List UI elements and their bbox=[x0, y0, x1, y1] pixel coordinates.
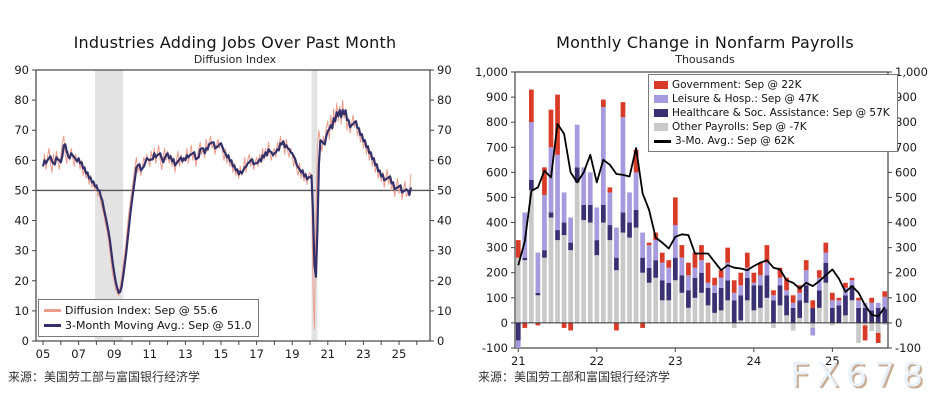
svg-text:60: 60 bbox=[14, 153, 29, 167]
svg-text:0: 0 bbox=[22, 334, 29, 348]
legend-swatch-icon bbox=[654, 139, 671, 143]
svg-text:10: 10 bbox=[14, 304, 29, 318]
svg-text:70: 70 bbox=[14, 123, 29, 137]
svg-text:21: 21 bbox=[511, 354, 526, 368]
svg-text:600: 600 bbox=[895, 165, 917, 179]
svg-text:800: 800 bbox=[486, 115, 508, 129]
svg-text:25: 25 bbox=[392, 347, 407, 361]
svg-text:20: 20 bbox=[14, 274, 29, 288]
svg-text:100: 100 bbox=[895, 291, 917, 305]
payrolls-chart-title: Monthly Change in Nonfarm Payrolls bbox=[556, 33, 854, 52]
svg-text:15: 15 bbox=[214, 347, 229, 361]
legend-swatch-icon bbox=[654, 109, 668, 117]
svg-text:200: 200 bbox=[486, 266, 508, 280]
svg-text:40: 40 bbox=[437, 214, 452, 228]
svg-text:19: 19 bbox=[285, 347, 300, 361]
svg-text:20: 20 bbox=[437, 274, 452, 288]
legend-swatch-icon bbox=[654, 81, 668, 89]
svg-text:300: 300 bbox=[486, 241, 508, 255]
fx678-watermark: FX678 bbox=[790, 355, 930, 394]
svg-text:09: 09 bbox=[107, 347, 122, 361]
legend-item: Leisure & Hosp.: Sep @ 47K bbox=[654, 92, 890, 106]
svg-text:900: 900 bbox=[895, 90, 917, 104]
legend-swatch-icon bbox=[44, 309, 61, 312]
svg-text:23: 23 bbox=[668, 354, 683, 368]
legend-swatch-icon bbox=[654, 123, 668, 131]
svg-text:0: 0 bbox=[895, 316, 902, 330]
diffusion-chart-legend: Diffusion Index: Sep @ 55.6 3-Month Movin… bbox=[38, 299, 260, 337]
svg-text:13: 13 bbox=[178, 347, 193, 361]
svg-text:11: 11 bbox=[142, 347, 157, 361]
legend-swatch-icon bbox=[44, 324, 61, 327]
legend-label: 3-Mo. Avg.: Sep @ 62K bbox=[675, 135, 795, 147]
svg-text:0: 0 bbox=[437, 334, 444, 348]
svg-text:30: 30 bbox=[14, 244, 29, 258]
svg-text:23: 23 bbox=[356, 347, 371, 361]
svg-text:700: 700 bbox=[895, 140, 917, 154]
svg-text:10: 10 bbox=[437, 304, 452, 318]
svg-text:17: 17 bbox=[249, 347, 264, 361]
svg-text:70: 70 bbox=[437, 123, 452, 137]
svg-text:50: 50 bbox=[14, 183, 29, 197]
svg-text:25: 25 bbox=[825, 354, 840, 368]
svg-text:-100: -100 bbox=[482, 341, 508, 355]
payrolls-source-note: 来源：美国劳工部和富国银行经济学 bbox=[478, 370, 671, 384]
svg-text:80: 80 bbox=[14, 93, 29, 107]
legend-label: Other Payrolls: Sep @ -7K bbox=[672, 121, 807, 133]
legend-swatch-icon bbox=[654, 95, 668, 103]
legend-label: 3-Month Moving Avg.: Sep @ 51.0 bbox=[65, 319, 252, 332]
legend-item: 3-Mo. Avg.: Sep @ 62K bbox=[654, 134, 890, 148]
svg-text:300: 300 bbox=[895, 241, 917, 255]
svg-text:22: 22 bbox=[589, 354, 604, 368]
svg-text:05: 05 bbox=[36, 347, 51, 361]
svg-text:800: 800 bbox=[895, 115, 917, 129]
svg-text:30: 30 bbox=[437, 244, 452, 258]
svg-text:100: 100 bbox=[486, 291, 508, 305]
svg-text:90: 90 bbox=[14, 63, 29, 77]
legend-item: Healthcare & Soc. Assistance: Sep @ 57K bbox=[654, 106, 890, 120]
svg-text:500: 500 bbox=[486, 190, 508, 204]
svg-text:07: 07 bbox=[71, 347, 86, 361]
legend-label: Diffusion Index: Sep @ 55.6 bbox=[65, 304, 218, 317]
svg-text:0: 0 bbox=[501, 316, 508, 330]
svg-text:60: 60 bbox=[437, 153, 452, 167]
svg-text:24: 24 bbox=[747, 354, 762, 368]
legend-label: Government: Sep @ 22K bbox=[672, 79, 802, 91]
legend-item: Diffusion Index: Sep @ 55.6 bbox=[44, 303, 251, 318]
svg-text:50: 50 bbox=[437, 183, 452, 197]
diffusion-chart-subtitle: Diffusion Index bbox=[193, 53, 277, 66]
svg-text:900: 900 bbox=[486, 90, 508, 104]
svg-text:1,000: 1,000 bbox=[895, 65, 928, 79]
legend-label: Leisure & Hosp.: Sep @ 47K bbox=[672, 93, 819, 105]
svg-text:400: 400 bbox=[895, 216, 917, 230]
svg-text:400: 400 bbox=[486, 216, 508, 230]
svg-text:40: 40 bbox=[14, 214, 29, 228]
svg-text:90: 90 bbox=[437, 63, 452, 77]
svg-text:600: 600 bbox=[486, 165, 508, 179]
svg-text:-100: -100 bbox=[895, 341, 921, 355]
payrolls-chart-legend: Government: Sep @ 22K Leisure & Hosp.: Se… bbox=[648, 74, 898, 152]
diffusion-chart-title: Industries Adding Jobs Over Past Month bbox=[73, 33, 397, 52]
diffusion-source-note: 来源：美国劳工部与富国银行经济学 bbox=[8, 370, 201, 384]
legend-item: Government: Sep @ 22K bbox=[654, 78, 890, 92]
legend-item: Other Payrolls: Sep @ -7K bbox=[654, 120, 890, 134]
svg-text:80: 80 bbox=[437, 93, 452, 107]
svg-text:700: 700 bbox=[486, 140, 508, 154]
payrolls-chart-subtitle: Thousands bbox=[675, 53, 735, 66]
svg-text:500: 500 bbox=[895, 190, 917, 204]
legend-item: 3-Month Moving Avg.: Sep @ 51.0 bbox=[44, 318, 251, 333]
svg-text:200: 200 bbox=[895, 266, 917, 280]
svg-text:1,000: 1,000 bbox=[475, 65, 508, 79]
legend-label: Healthcare & Soc. Assistance: Sep @ 57K bbox=[672, 107, 890, 119]
svg-text:21: 21 bbox=[320, 347, 335, 361]
